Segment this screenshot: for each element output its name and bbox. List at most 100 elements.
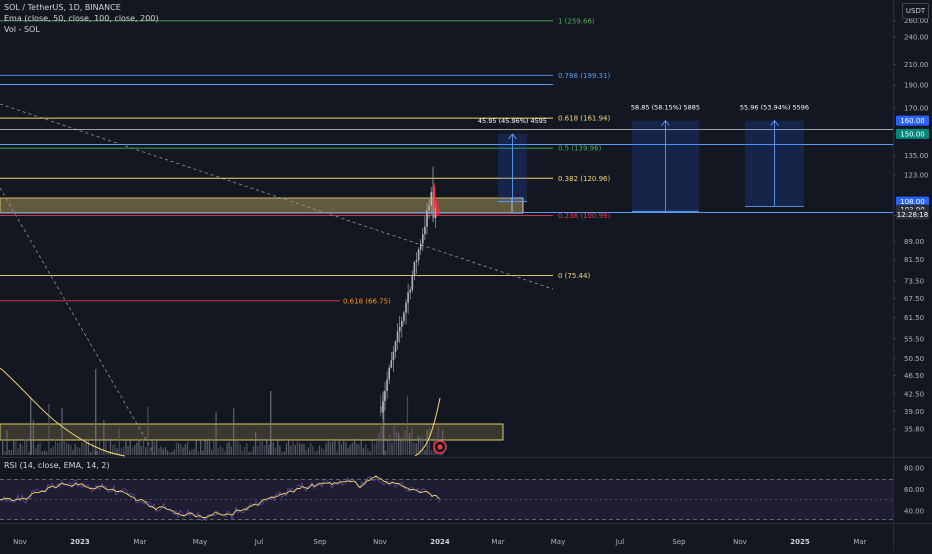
volume-bar bbox=[310, 442, 312, 455]
currency-button[interactable]: USDT bbox=[902, 3, 929, 19]
volume-bar bbox=[156, 439, 158, 455]
volume-bar bbox=[173, 449, 175, 455]
volume-bar bbox=[98, 438, 101, 455]
projection-label: 58.85 (58.15%) 5885 bbox=[631, 104, 700, 112]
ema-legend[interactable]: Ema (close, 50, close, 100, close, 200) bbox=[4, 14, 159, 23]
candle-body[interactable] bbox=[380, 406, 382, 413]
candle-body[interactable] bbox=[394, 341, 397, 352]
volume-bar bbox=[288, 440, 290, 455]
price-badge-label: 12:28:18 bbox=[897, 211, 928, 219]
volume-bar bbox=[211, 449, 213, 455]
candle-body[interactable] bbox=[388, 367, 390, 380]
resistance-zone[interactable] bbox=[0, 197, 524, 214]
price-badge bbox=[896, 209, 929, 220]
volume-bar bbox=[101, 449, 103, 455]
candle-body[interactable] bbox=[401, 320, 403, 327]
fib-level-label: 0.382 (120.96) bbox=[558, 175, 610, 183]
candle-body[interactable] bbox=[435, 201, 438, 216]
volume-bar bbox=[48, 403, 50, 455]
candle-body[interactable] bbox=[411, 275, 414, 290]
candle-body[interactable] bbox=[434, 208, 437, 219]
candle-body[interactable] bbox=[409, 289, 411, 293]
candle-body[interactable] bbox=[424, 226, 426, 235]
volume-bar bbox=[369, 451, 371, 455]
candle-body[interactable] bbox=[433, 186, 436, 208]
price-pane[interactable] bbox=[0, 0, 893, 457]
fib-level-label: 1 (259.66) bbox=[558, 17, 595, 25]
candle-body[interactable] bbox=[403, 312, 405, 321]
volume-bar bbox=[270, 391, 272, 455]
volume-bar bbox=[41, 451, 43, 455]
volume-bar bbox=[321, 448, 323, 455]
rsi-tick-label: 60.00 bbox=[904, 486, 924, 494]
volume-bar bbox=[96, 450, 98, 455]
price-badge-label: 108.00 bbox=[900, 198, 925, 206]
volume-legend[interactable]: Vol - SOL bbox=[4, 25, 40, 34]
volume-bar bbox=[367, 448, 369, 455]
time-tick-label: 2025 bbox=[790, 538, 810, 546]
volume-bar bbox=[318, 445, 321, 455]
candle-body[interactable] bbox=[428, 205, 430, 211]
volume-bar bbox=[248, 451, 250, 455]
fib-retracement[interactable]: 1 (259.66) 0.786 (199.31) 0.618 (161.94) 0.… bbox=[0, 17, 610, 305]
volume-bar bbox=[129, 440, 131, 455]
candle-body[interactable] bbox=[417, 249, 420, 261]
candle-body[interactable] bbox=[426, 210, 428, 227]
rsi-legend[interactable]: RSI (14, close, EMA, 14, 2) bbox=[4, 461, 110, 470]
candle-body[interactable] bbox=[419, 243, 422, 250]
time-tick-label: Mar bbox=[491, 538, 504, 546]
candle-body[interactable] bbox=[413, 261, 416, 276]
candle-body[interactable] bbox=[398, 326, 401, 332]
volume-bar bbox=[65, 442, 68, 455]
candle-body[interactable] bbox=[392, 351, 395, 361]
volume-bar bbox=[213, 438, 215, 455]
volume-bar bbox=[79, 447, 81, 455]
candle-body[interactable] bbox=[415, 260, 418, 262]
volume-bar bbox=[186, 442, 189, 455]
support-zone[interactable] bbox=[0, 423, 504, 441]
candle-body[interactable] bbox=[407, 292, 409, 303]
price-projections[interactable]: 45.95 (45.96%) 4595 58.85 (58.15%) 5885 55… bbox=[478, 104, 809, 212]
volume-bar bbox=[422, 437, 424, 455]
price-tick-label: 81.50 bbox=[904, 256, 924, 264]
price-tick-label: 46.50 bbox=[904, 372, 924, 380]
price-badge bbox=[896, 196, 929, 207]
volume-bar bbox=[10, 450, 13, 455]
candle-body[interactable] bbox=[382, 401, 384, 413]
alert-marker[interactable] bbox=[433, 440, 447, 454]
volume-bar bbox=[285, 443, 288, 455]
candle-body[interactable] bbox=[386, 379, 388, 392]
candle-body[interactable] bbox=[405, 302, 407, 313]
volume-bar bbox=[178, 443, 180, 455]
candle-body[interactable] bbox=[396, 331, 399, 342]
volume-bar bbox=[52, 446, 54, 455]
candle-body[interactable] bbox=[430, 191, 432, 206]
volume-bar bbox=[395, 431, 398, 455]
price-badge-label: 160.00 bbox=[900, 117, 925, 125]
volume-bar bbox=[95, 369, 97, 455]
volume-bar bbox=[208, 439, 211, 455]
candlesticks[interactable] bbox=[380, 166, 440, 420]
price-tick-label: 190.00 bbox=[904, 82, 929, 90]
candle-body[interactable] bbox=[390, 360, 393, 368]
time-tick-label: Jul bbox=[615, 538, 625, 546]
projection-arrowhead bbox=[661, 119, 670, 126]
descending-trendline[interactable] bbox=[0, 103, 554, 290]
rsi-axis[interactable]: 80.00 60.00 40.00 bbox=[904, 465, 924, 516]
candle-body[interactable] bbox=[437, 209, 440, 214]
candle-body[interactable] bbox=[422, 234, 424, 244]
volume-bar bbox=[43, 450, 46, 455]
price-axis[interactable]: 260.00 240.00 210.00 190.00 170.00 150.00 135.… bbox=[893, 17, 929, 434]
projection-label: 45.95 (45.96%) 4595 bbox=[478, 117, 547, 125]
rsi-pane[interactable] bbox=[0, 458, 893, 523]
volume-bar bbox=[252, 446, 255, 455]
symbol-legend[interactable]: SOL / TetherUS, 1D, BINANCE bbox=[4, 3, 121, 12]
candle-body[interactable] bbox=[384, 391, 386, 402]
volume-bar bbox=[301, 444, 303, 455]
time-tick-label: Nov bbox=[373, 538, 387, 546]
volume-bar bbox=[224, 451, 226, 455]
volume-bar bbox=[290, 445, 292, 455]
time-axis[interactable]: Nov 2023 Mar May Jul Sep Nov 2024 Mar May Jul Sep No… bbox=[13, 538, 867, 546]
